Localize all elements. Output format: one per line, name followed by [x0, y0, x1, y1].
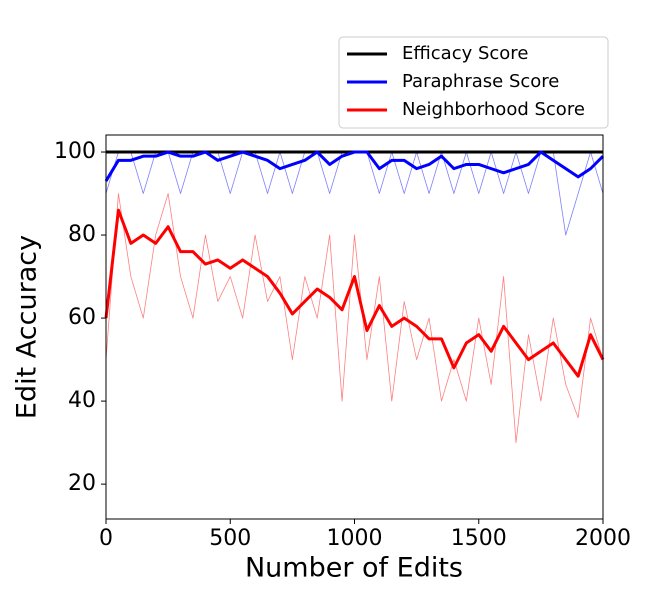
series-line [104, 150, 605, 182]
y-tick-label: 100 [54, 139, 96, 164]
x-tick-label: 500 [209, 526, 251, 551]
x-tick-label: 1500 [451, 526, 507, 551]
y-tick-label: 80 [68, 222, 96, 247]
raw-line [105, 193, 604, 444]
series-line [104, 208, 605, 378]
legend-label: Efficacy Score [402, 43, 528, 64]
y-tick-label: 20 [68, 471, 96, 496]
legend-label: Neighborhood Score [402, 99, 585, 120]
x-tick-label: 1000 [327, 526, 383, 551]
x-axis-label: Number of Edits [245, 553, 463, 584]
y-tick-label: 40 [68, 388, 96, 413]
legend-label: Paraphrase Score [402, 71, 559, 92]
y-axis-label: Edit Accuracy [12, 235, 43, 419]
y-tick-label: 60 [68, 305, 96, 330]
x-tick-label: 2000 [575, 526, 631, 551]
legend-box [338, 36, 609, 129]
plot-frame [105, 134, 604, 520]
x-tick-label: 0 [99, 526, 113, 551]
